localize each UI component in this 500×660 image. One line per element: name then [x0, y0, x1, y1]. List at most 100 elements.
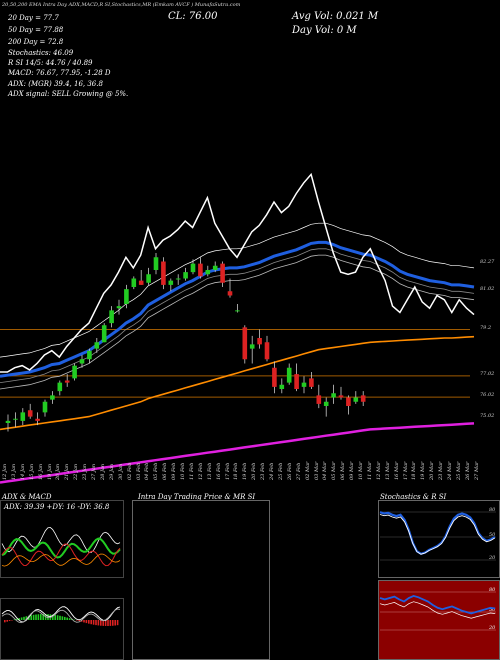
- candle-body: [72, 365, 77, 379]
- macd-bar: [61, 616, 64, 620]
- macd-bar: [32, 614, 35, 620]
- price-tick: 79.2: [480, 324, 492, 331]
- candle-body: [220, 263, 225, 283]
- candle-body: [175, 278, 181, 280]
- candle-body: [227, 291, 233, 296]
- adx-aux-line: [1, 553, 121, 567]
- rsi-tick: 80: [489, 587, 496, 593]
- candle-body: [87, 350, 92, 360]
- macd-bar: [47, 614, 49, 620]
- rsi-tick: 50: [489, 607, 496, 613]
- candle-body: [50, 395, 55, 400]
- macd-bar: [116, 620, 119, 626]
- adx-signal-label: ADX signal: SELL Growing @ 5%.: [8, 90, 129, 98]
- candle-body: [116, 306, 122, 309]
- macd-bar: [54, 614, 56, 620]
- candle-body: [131, 278, 137, 287]
- adx-values: ADX: 39.39 +DY: 16 -DY: 36.8: [4, 503, 110, 511]
- macd-bar: [4, 620, 6, 623]
- candle-body: [294, 374, 299, 389]
- candle-body: [5, 420, 11, 423]
- candle-body: [360, 395, 366, 402]
- candle-body: [323, 401, 329, 406]
- macd-bar: [95, 620, 97, 626]
- candle-body: [138, 280, 144, 285]
- ema200-line: [0, 422, 475, 484]
- stoch-panel-title: Stochastics & R SI: [380, 493, 447, 501]
- macd-signal-line: [1, 608, 121, 624]
- band-line-lower: [0, 254, 475, 390]
- ema50-line: [0, 335, 475, 431]
- candle-body: [235, 310, 240, 312]
- day-vol-label: Day Vol: 0 M: [292, 25, 357, 36]
- stoch-tick: 80: [489, 507, 496, 513]
- macd-bar: [90, 620, 92, 625]
- macd-bar: [18, 618, 20, 620]
- candle-body: [257, 338, 262, 345]
- candle-body: [264, 342, 270, 360]
- macd-bar: [13, 619, 16, 621]
- price-tick: 76.02: [480, 392, 495, 399]
- macd-bar: [40, 614, 42, 620]
- macd-label: MACD: 76.67, 77.95, -1.28 D: [8, 69, 111, 77]
- macd-bar: [83, 620, 85, 623]
- candle-body: [309, 378, 314, 387]
- adx-label: ADX: (MGR) 39.4, 16, 36.8: [8, 80, 103, 88]
- candle-body: [286, 367, 292, 383]
- close-price-line: [0, 172, 475, 373]
- adx-line: [1, 526, 121, 553]
- avg-vol-label: Avg Vol: 0.021 M: [292, 11, 379, 22]
- candle-body: [94, 342, 100, 349]
- candle-body: [316, 395, 322, 404]
- close-label: CL: 76.00: [168, 11, 218, 22]
- candle-body: [279, 384, 285, 389]
- macd-bar: [85, 620, 88, 624]
- macd-bar: [68, 618, 71, 620]
- stoch-d-line: [379, 514, 496, 555]
- macd-bar: [73, 619, 76, 621]
- macd-bar: [16, 618, 18, 620]
- candle-body: [249, 344, 255, 349]
- macd-bar: [8, 620, 11, 621]
- macd-bar: [104, 620, 107, 626]
- header-line: 20,50,200 EMA Intra Day ADX,MACD,R SI,St…: [2, 2, 241, 8]
- price-tick: 77.02: [480, 370, 495, 377]
- macd-bar: [66, 617, 68, 620]
- macd-bar: [59, 615, 61, 620]
- candle-body: [35, 418, 40, 421]
- intraday-panel-title: Intra Day Trading Price & MR SI: [138, 493, 256, 501]
- candle-body: [153, 257, 159, 270]
- macd-bar: [37, 614, 40, 620]
- price-chart: [0, 172, 475, 484]
- candle-body: [57, 382, 63, 392]
- macd-bar: [64, 616, 66, 620]
- candle-body: [161, 261, 166, 285]
- macd-bar: [30, 615, 32, 620]
- macd-bar: [76, 620, 78, 621]
- candle-body: [13, 418, 18, 420]
- macd-bar: [11, 620, 13, 621]
- macd-bar: [112, 620, 114, 626]
- minus-di-line: [1, 543, 121, 567]
- candle-body: [183, 272, 188, 279]
- macd-line: [1, 606, 121, 623]
- macd-bar: [23, 616, 25, 620]
- candle-body: [212, 265, 218, 270]
- candle-body: [198, 263, 203, 277]
- stoch-tick: 20: [488, 555, 496, 561]
- macd-bar: [109, 620, 112, 626]
- signal-dotted-line: [0, 222, 475, 358]
- adx-panel: [0, 500, 124, 578]
- candle-body: [338, 395, 344, 398]
- macd-bar: [20, 617, 23, 620]
- stoch-k-line: [379, 511, 496, 556]
- macd-bar: [80, 620, 83, 622]
- candle-body: [124, 289, 129, 304]
- macd-bar: [102, 620, 104, 626]
- candle-body: [79, 359, 85, 364]
- ema200-label: 200 Day = 72.8: [8, 38, 64, 46]
- candle-body: [331, 393, 336, 398]
- macd-bar: [107, 620, 109, 626]
- candle-body: [205, 270, 211, 275]
